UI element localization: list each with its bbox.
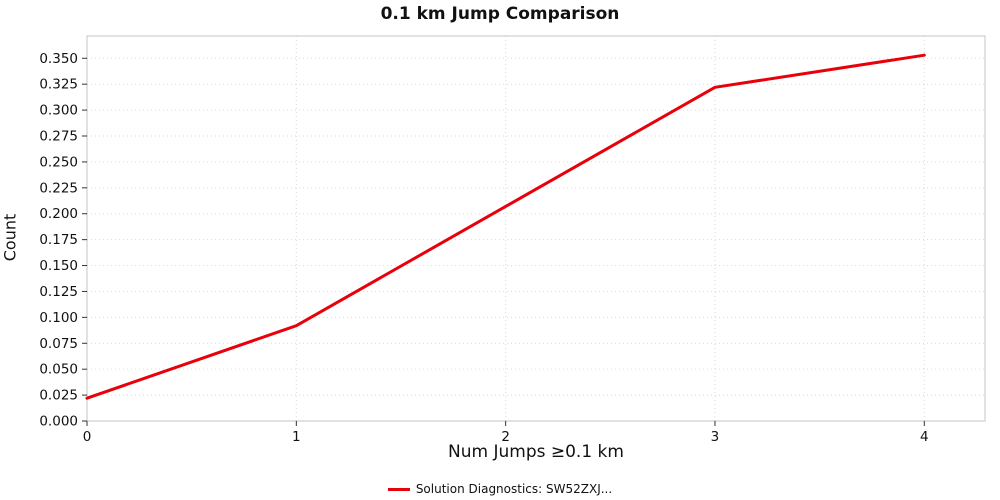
y-tick-label: 0.025 bbox=[39, 388, 78, 404]
x-tick-label: 2 bbox=[501, 429, 510, 445]
legend-label: Solution Diagnostics: SW52ZXJ... bbox=[415, 482, 613, 496]
y-tick-label: 0.075 bbox=[39, 336, 78, 352]
x-tick-label: 1 bbox=[292, 429, 301, 445]
y-tick-label: 0.100 bbox=[39, 310, 78, 326]
y-tick-label: 0.125 bbox=[39, 284, 78, 300]
legend-line-swatch bbox=[387, 487, 410, 491]
y-tick-label: 0.175 bbox=[39, 232, 78, 248]
y-axis-label: Count bbox=[0, 213, 20, 262]
plot-border bbox=[86, 35, 986, 422]
y-tick-label: 0.000 bbox=[39, 414, 78, 430]
chart-title: 0.1 km Jump Comparison bbox=[380, 4, 620, 24]
y-tick-label: 0.300 bbox=[39, 103, 78, 119]
series-line bbox=[85, 53, 926, 400]
y-tick-label: 0.150 bbox=[39, 258, 78, 274]
y-tick-label: 0.250 bbox=[39, 154, 78, 170]
y-tick-label: 0.050 bbox=[39, 362, 78, 378]
y-tick-label: 0.200 bbox=[39, 206, 78, 222]
x-axis-label: Num Jumps ≥0.1 km bbox=[448, 442, 624, 462]
x-tick-label: 4 bbox=[920, 429, 929, 445]
x-tick-label: 3 bbox=[711, 429, 720, 445]
x-tick-label: 0 bbox=[83, 429, 92, 445]
y-tick-label: 0.350 bbox=[39, 51, 78, 67]
y-tick-label: 0.275 bbox=[39, 129, 78, 145]
y-tick-label: 0.325 bbox=[39, 77, 78, 93]
y-tick-label: 0.225 bbox=[39, 180, 78, 196]
legend: Solution Diagnostics: SW52ZXJ... bbox=[0, 482, 1000, 496]
